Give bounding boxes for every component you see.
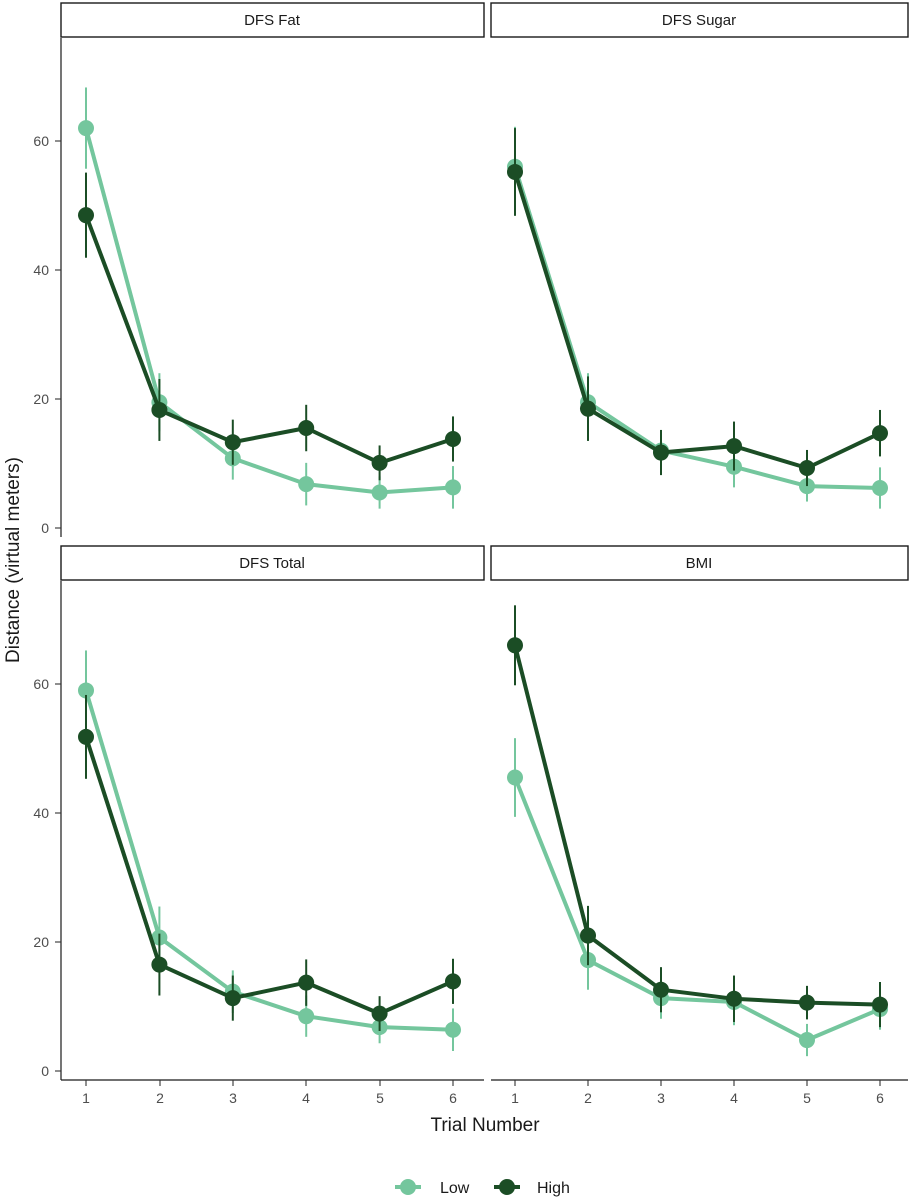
data-point-high	[224, 434, 241, 451]
data-point-low	[78, 682, 94, 699]
series-low-dfs-fat	[78, 87, 461, 509]
data-point-high	[872, 996, 888, 1013]
series-high-dfs-sugar	[507, 128, 888, 487]
data-point-high	[726, 990, 742, 1007]
y-tick-label: 20	[33, 934, 49, 950]
data-point-high	[445, 430, 461, 447]
panel-strip-dfs-sugar: DFS Sugar	[490, 2, 909, 38]
x-ticks-bottom-right: 1 2 3 4 5 6	[511, 1080, 884, 1106]
panel-strip-dfs-total: DFS Total	[60, 545, 485, 581]
x-tick-label: 2	[584, 1090, 592, 1106]
series-line-low	[84, 688, 455, 1032]
x-ticks-bottom-left: 1 2 3 4 5 6	[82, 1080, 457, 1106]
series-layer	[78, 87, 888, 1057]
data-point-high	[799, 994, 815, 1011]
series-low-dfs-sugar	[507, 126, 888, 509]
legend-label-high: High	[537, 1180, 570, 1197]
legend-item-low: Low	[395, 1179, 470, 1197]
panel-strip-bmi: BMI	[490, 545, 909, 581]
series-line-low	[84, 126, 455, 495]
y-axis-title: Distance (virtual meters)	[3, 457, 24, 663]
x-tick-label: 1	[511, 1090, 519, 1106]
series-line-high	[84, 213, 455, 465]
panel-dfs-fat	[78, 87, 461, 509]
x-tick-label: 6	[449, 1090, 457, 1106]
data-point-high	[653, 444, 669, 461]
y-tick-label: 60	[33, 676, 49, 692]
series-line-low	[513, 164, 882, 490]
panel-strip-dfs-fat: DFS Fat	[60, 2, 485, 38]
legend-item-high: High	[494, 1179, 570, 1197]
data-point-high	[872, 425, 888, 442]
series-high-bmi	[507, 605, 888, 1028]
series-line-high	[84, 734, 455, 1016]
series-high-dfs-fat	[78, 172, 461, 481]
x-tick-label: 3	[229, 1090, 237, 1106]
series-line-high	[513, 643, 882, 1007]
panel-dfs-sugar	[507, 126, 888, 509]
x-tick-label: 5	[376, 1090, 384, 1106]
data-point-high	[653, 981, 669, 998]
data-point-high	[445, 973, 461, 990]
y-tick-label: 0	[41, 1063, 49, 1079]
data-point-high	[151, 956, 168, 973]
data-point-low	[298, 1008, 315, 1025]
data-point-low	[371, 484, 388, 501]
legend: Low High	[395, 1179, 570, 1197]
series-high-dfs-total	[78, 694, 461, 1032]
legend-key-dot-low	[400, 1179, 416, 1195]
data-point-high	[78, 207, 94, 224]
data-point-low	[298, 476, 315, 493]
y-tick-label: 20	[33, 391, 49, 407]
panel-bmi	[507, 605, 888, 1057]
x-tick-label: 6	[876, 1090, 884, 1106]
data-point-high	[371, 1005, 388, 1022]
y-tick-label: 0	[41, 520, 49, 536]
data-point-high	[298, 974, 315, 991]
data-point-high	[224, 990, 241, 1007]
panel-title-bmi: BMI	[686, 555, 713, 572]
series-low-bmi	[507, 738, 888, 1057]
data-point-low	[445, 1021, 461, 1038]
data-point-high	[580, 927, 596, 944]
data-point-high	[78, 728, 94, 745]
y-tick-label: 40	[33, 805, 49, 821]
data-point-high	[726, 438, 742, 455]
x-tick-label: 1	[82, 1090, 90, 1106]
y-tick-label: 60	[33, 133, 49, 149]
panel-title-dfs-total: DFS Total	[239, 555, 305, 572]
x-tick-label: 4	[302, 1090, 310, 1106]
data-point-low	[799, 1032, 815, 1049]
panel-title-dfs-sugar: DFS Sugar	[662, 12, 736, 29]
data-point-low	[445, 479, 461, 496]
legend-label-low: Low	[440, 1180, 470, 1197]
panel-title-dfs-fat: DFS Fat	[244, 12, 301, 29]
data-point-high	[580, 400, 596, 417]
data-point-low	[872, 480, 888, 497]
data-point-high	[507, 637, 523, 654]
legend-key-dot-high	[499, 1179, 515, 1195]
data-point-high	[799, 460, 815, 477]
series-line-low	[513, 775, 882, 1042]
data-point-low	[507, 769, 523, 786]
data-point-high	[371, 454, 388, 471]
data-point-high	[151, 401, 168, 418]
x-tick-label: 4	[730, 1090, 738, 1106]
x-axis-title: Trial Number	[430, 1115, 540, 1136]
data-point-low	[78, 120, 94, 137]
x-tick-label: 2	[156, 1090, 164, 1106]
x-tick-label: 5	[803, 1090, 811, 1106]
series-line-high	[513, 170, 882, 470]
y-tick-label: 40	[33, 262, 49, 278]
data-point-high	[507, 163, 523, 180]
x-tick-label: 3	[657, 1090, 665, 1106]
data-point-high	[298, 420, 315, 437]
panel-dfs-total	[78, 650, 461, 1052]
y-ticks-top-left: 0 20 40 60	[33, 133, 61, 536]
y-ticks-bottom-left: 0 20 40 60	[33, 676, 61, 1079]
